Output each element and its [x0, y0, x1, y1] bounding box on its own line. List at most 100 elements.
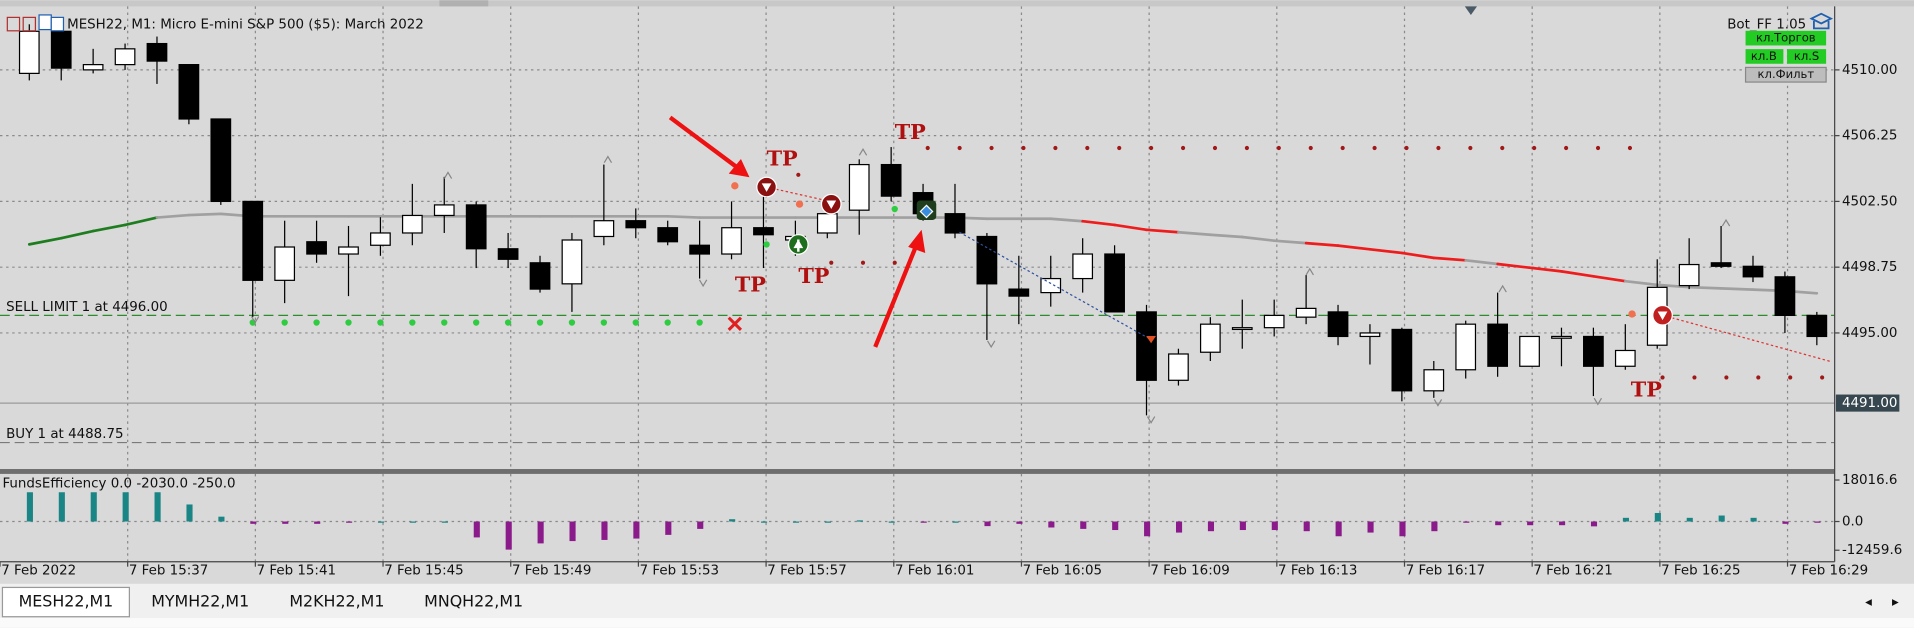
- indicator-bar: [1399, 521, 1406, 537]
- high-arrow: [443, 171, 453, 179]
- tab-active: [1, 586, 131, 618]
- ma-segment: [91, 223, 127, 233]
- dot: [1212, 145, 1218, 151]
- candle-body: [625, 220, 647, 229]
- dot: [1820, 375, 1825, 380]
- dot: [796, 172, 801, 177]
- tp-label: TP: [1631, 377, 1662, 401]
- dot: [1021, 145, 1026, 151]
- y-tick-label: -12459.6: [1842, 543, 1902, 558]
- indicator-bar: [984, 521, 991, 527]
- indicator-bar: [537, 521, 544, 544]
- ma-segment: [187, 212, 223, 217]
- y-tick-label: 4498.75: [1842, 260, 1897, 275]
- indicator-bar: [665, 521, 672, 535]
- dot: [1660, 375, 1665, 380]
- bot-button[interactable]: [1745, 30, 1827, 46]
- indicator-bar: [952, 521, 959, 523]
- candle-body: [401, 214, 423, 234]
- tabs: MESH22,M1 MYMH22,M1 M2KH22,M1 MNQH22,M1: [1, 586, 523, 618]
- dot: [925, 145, 930, 151]
- ma-segment: [1049, 217, 1085, 223]
- candle-body: [18, 30, 40, 74]
- tab[interactable]: M2KH22,M1: [289, 592, 384, 611]
- scroll-right[interactable]: ▸: [1892, 595, 1899, 610]
- indicator-bar: [601, 521, 608, 540]
- candle-body: [1136, 311, 1157, 381]
- ma-segment: [1400, 251, 1436, 260]
- x-tick-label: 7 Feb 16:29: [1789, 563, 1868, 578]
- y-tick-label: 0.0: [1842, 515, 1863, 530]
- dot: [1340, 145, 1345, 151]
- x-tick-label: 7 Feb 16:25: [1661, 563, 1740, 578]
- ma-segment: [1432, 256, 1468, 262]
- ma-segment: [1496, 262, 1531, 270]
- candle-body: [976, 235, 998, 285]
- indicator-bar: [1239, 521, 1246, 531]
- ma-segment: [1592, 274, 1627, 283]
- bot-icon: [1809, 12, 1834, 30]
- indicator-bar: [1590, 521, 1598, 527]
- indicator-bar: [1144, 521, 1151, 537]
- indicator-bar: [729, 519, 736, 522]
- ma-segment: [1719, 287, 1755, 291]
- low-arrow: [698, 279, 708, 288]
- x-tick-label: 7 Feb 16:13: [1278, 563, 1357, 578]
- candle-body: [1391, 328, 1413, 392]
- bot-button[interactable]: [1745, 49, 1784, 64]
- icon: [38, 14, 52, 31]
- tab[interactable]: MNQH22,M1: [424, 592, 523, 611]
- ma-segment: [1240, 235, 1276, 243]
- candle-body: [1040, 277, 1062, 294]
- candle-body: [1806, 314, 1828, 338]
- dot: [1053, 145, 1058, 151]
- ma-segment: [1560, 270, 1595, 278]
- x-tick-label: 7 Feb 15:41: [257, 563, 336, 578]
- indicator-bar: [218, 516, 225, 522]
- icon: [22, 16, 37, 32]
- dot: [696, 319, 703, 326]
- ma-segment: [27, 236, 63, 246]
- bot-button[interactable]: [1744, 66, 1827, 83]
- dot: [829, 260, 834, 265]
- indicator-bar: [1335, 521, 1342, 537]
- x-tick-label: 7 Feb 15:45: [384, 563, 463, 578]
- candle-body: [306, 241, 327, 255]
- high-arrow: [858, 148, 868, 156]
- candle-body: [816, 213, 838, 234]
- indicator-bar: [1207, 521, 1215, 532]
- candle-body: [178, 64, 200, 120]
- top-strip: [0, 0, 1914, 7]
- indicator-bar: [1527, 521, 1534, 526]
- dot: [1085, 145, 1090, 151]
- pointer-arrow: [873, 243, 919, 348]
- ma-segment: [1464, 258, 1499, 266]
- dot: [1372, 145, 1377, 151]
- dot: [957, 145, 962, 151]
- dot: [1149, 145, 1154, 151]
- sell-arrow: [1657, 311, 1668, 321]
- trade-line: [766, 186, 832, 203]
- dot: [377, 319, 384, 326]
- tab[interactable]: MYMH22,M1: [151, 592, 249, 611]
- tab[interactable]: MESH22,M1: [19, 592, 114, 611]
- ma-segment: [1081, 219, 1116, 227]
- indicator-bar: [1814, 521, 1821, 523]
- chart-title: MESH22, M1: Micro E-mini S&P 500 ($5): M…: [67, 18, 424, 33]
- indicator-bar: [1080, 521, 1087, 529]
- candle-body: [1583, 335, 1604, 367]
- candle-body: [689, 244, 710, 255]
- bot-button[interactable]: [1787, 49, 1827, 64]
- scroll-left[interactable]: ◂: [1865, 595, 1872, 610]
- indicator-bar: [792, 521, 800, 523]
- dot: [1468, 145, 1473, 151]
- dot: [281, 319, 288, 326]
- candle-body: [721, 227, 742, 255]
- dot: [891, 205, 898, 213]
- indicator-bar: [58, 492, 65, 522]
- dot: [568, 319, 576, 326]
- ma-segment: [666, 214, 701, 219]
- dot: [860, 260, 866, 265]
